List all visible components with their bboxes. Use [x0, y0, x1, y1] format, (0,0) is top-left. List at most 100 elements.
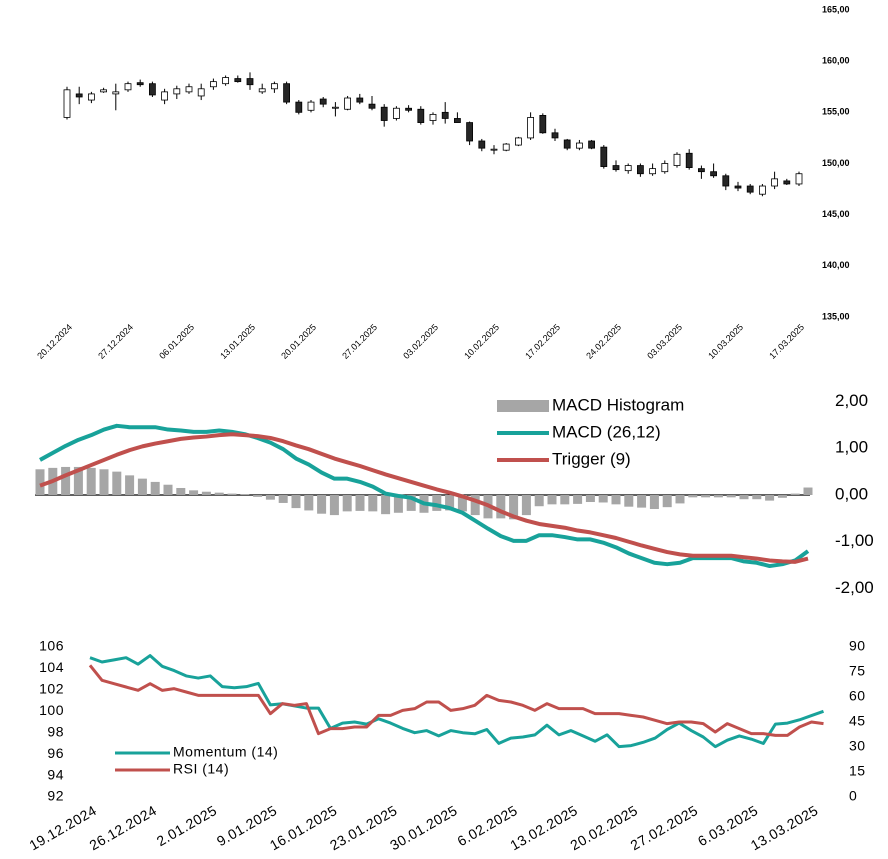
x-tick-label: 19.12.2024	[26, 802, 99, 853]
histogram-bar	[381, 495, 391, 515]
candle-body	[88, 93, 95, 101]
candle-body	[124, 83, 132, 91]
y-tick-label: 135,00	[822, 311, 850, 321]
candle-body	[405, 107, 413, 111]
histogram-bar	[329, 495, 339, 516]
histogram-bar	[765, 495, 775, 501]
y2-tick-label: 45	[849, 713, 866, 729]
legend-label: Momentum (14)	[173, 744, 278, 760]
candle-body	[637, 165, 644, 175]
candle-body	[392, 107, 400, 119]
candle-body	[319, 98, 327, 105]
histogram-bar	[547, 495, 557, 505]
candle-body	[649, 168, 656, 175]
y2-tick-label: 30	[849, 738, 866, 754]
histogram-bar	[432, 495, 442, 511]
candle-body	[368, 103, 376, 109]
histogram-bar	[496, 495, 506, 519]
y2-tick-label: 15	[849, 763, 866, 779]
histogram-bar	[649, 495, 659, 510]
y-tick-label: 165,00	[822, 4, 850, 14]
candle-body	[588, 140, 595, 149]
candle-body	[283, 83, 291, 103]
histogram-bar	[624, 495, 634, 507]
x-tick-label: 20.02.2025	[567, 802, 640, 853]
candle-body	[466, 122, 474, 142]
x-tick-label: 03.02.2025	[401, 322, 440, 361]
histogram-bar	[662, 495, 672, 508]
x-tick-label: 17.02.2025	[523, 322, 562, 361]
x-tick-label: 24.02.2025	[584, 322, 623, 361]
candle-body	[527, 117, 534, 139]
y-tick-label: 100	[39, 702, 64, 718]
candle-body	[746, 185, 754, 193]
candle-body	[307, 101, 315, 111]
y-tick-label: 150,00	[822, 158, 850, 168]
histogram-bar	[598, 495, 608, 503]
histogram-bar	[803, 487, 813, 495]
candle-body	[722, 175, 730, 187]
line	[39, 432, 809, 564]
y-tick-label: 102	[39, 681, 64, 697]
histogram-bar	[317, 495, 327, 514]
candle-body	[161, 91, 169, 101]
candle-body	[576, 142, 583, 149]
line	[89, 654, 825, 749]
histogram-bar	[790, 493, 800, 495]
histogram-bar	[675, 495, 685, 504]
x-tick-label: 13.03.2025	[748, 802, 821, 853]
candle-body	[685, 152, 693, 168]
candle-body	[234, 78, 242, 83]
histogram-bar	[99, 469, 109, 495]
candle-body	[356, 97, 364, 103]
histogram-bar	[470, 495, 480, 516]
y-tick-label: 1,00	[835, 438, 868, 457]
candle-body	[551, 132, 559, 139]
histogram-bar	[176, 487, 186, 495]
candle-body	[759, 185, 766, 195]
candle-body	[539, 115, 547, 134]
x-tick-label: 20.01.2025	[279, 322, 318, 361]
histogram-bar	[189, 490, 199, 495]
candle-body	[112, 91, 120, 95]
line	[88, 664, 824, 737]
x-tick-label: 23.01.2025	[327, 802, 400, 853]
legend-label: RSI (14)	[173, 761, 229, 777]
legend-label: MACD Histogram	[552, 395, 684, 414]
y-tick-label: 2,00	[835, 391, 868, 410]
histogram-bar	[368, 495, 378, 512]
x-tick-label: 03.03.2025	[645, 322, 684, 361]
candle-body	[478, 140, 486, 149]
y2-tick-label: 60	[849, 688, 866, 704]
histogram-bar	[35, 469, 45, 495]
histogram-bar	[611, 495, 621, 505]
candle-body	[75, 93, 83, 98]
histogram-bar	[201, 491, 211, 495]
candle-body	[453, 118, 461, 123]
candle-body	[270, 83, 278, 90]
y-tick-label: 145,00	[822, 209, 850, 219]
x-tick-label: 30.01.2025	[387, 802, 460, 853]
histogram-bar	[509, 495, 519, 520]
y-tick-label: 160,00	[822, 56, 850, 66]
candle-body	[136, 82, 144, 86]
candle-body	[612, 165, 620, 171]
y-tick-label: 140,00	[822, 260, 850, 270]
candle-body	[661, 163, 669, 173]
histogram-bar	[73, 466, 83, 495]
legend-label: Trigger (9)	[552, 449, 631, 468]
x-tick-label: 27.02.2025	[628, 802, 701, 853]
histogram-bar	[227, 493, 237, 495]
candle-body	[331, 106, 339, 109]
candle-body	[795, 173, 803, 185]
y-tick-label: 0,00	[835, 484, 868, 503]
histogram-bar	[304, 495, 314, 511]
histogram-bar	[573, 495, 583, 504]
candle-body	[673, 153, 681, 166]
candle-body	[441, 111, 449, 119]
histogram-bar	[214, 492, 224, 495]
candle-body	[295, 101, 303, 113]
y-tick-label: 104	[39, 659, 64, 675]
candle-body	[344, 97, 352, 110]
histogram-bar	[688, 495, 698, 498]
